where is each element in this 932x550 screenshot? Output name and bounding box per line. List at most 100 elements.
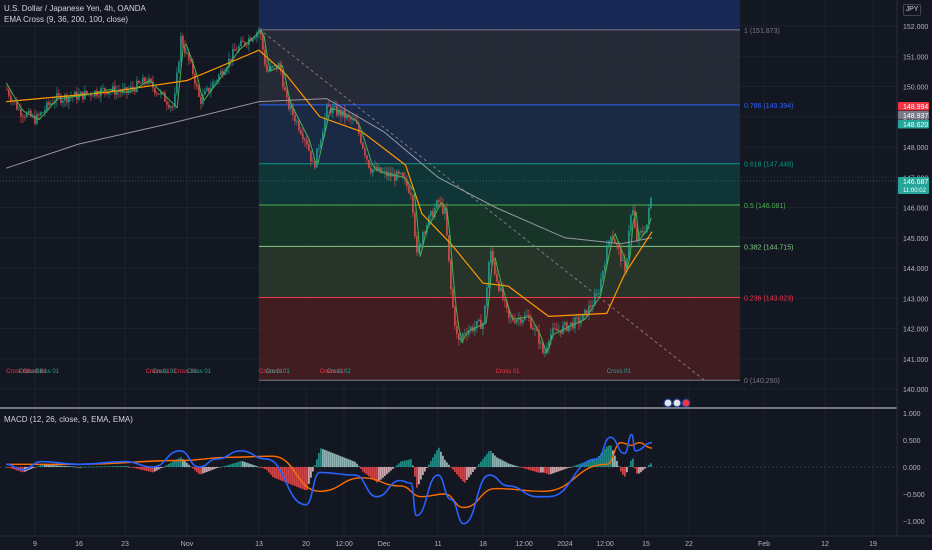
candle-body — [328, 105, 330, 107]
candle-body — [104, 87, 106, 92]
candle-body — [30, 110, 32, 117]
candle-body — [586, 309, 588, 316]
macd-histogram-bar — [502, 460, 504, 467]
macd-histogram-bar — [458, 467, 460, 477]
macd-histogram-bar — [376, 467, 378, 483]
candle-body — [594, 294, 596, 305]
ema-indicator-label[interactable]: EMA Cross (9, 36, 200, 100, close) — [4, 15, 129, 24]
candle-body — [560, 330, 562, 334]
candle-body — [10, 95, 12, 101]
macd-histogram-bar — [244, 461, 246, 467]
candle-body — [144, 77, 146, 83]
price-tag-value: 146.687 — [903, 179, 928, 186]
candle-body — [450, 260, 452, 290]
macd-histogram-bar — [564, 467, 566, 470]
candle-body — [442, 202, 444, 214]
event-markers[interactable] — [663, 398, 691, 408]
candle-body — [160, 92, 162, 95]
macd-histogram-bar — [184, 461, 186, 467]
fibonacci-retracement[interactable]: 1 (151.873) 0.786 (149.394) 0.618 (147.448… — [259, 0, 793, 385]
macd-histogram-bar — [424, 467, 426, 472]
macd-histogram-bar — [166, 464, 168, 467]
macd-histogram-bar — [396, 465, 398, 467]
candle-body — [444, 208, 446, 214]
fib-zone — [259, 205, 740, 247]
candle-body — [420, 243, 422, 247]
macd-histogram-bar — [544, 467, 546, 473]
event-flag-icon[interactable] — [663, 398, 673, 408]
macd-histogram-bar — [110, 466, 112, 467]
candle-body — [354, 118, 356, 121]
macd-histogram-bar — [466, 467, 468, 480]
macd-histogram-bar — [288, 467, 290, 484]
macd-histogram-bar — [392, 467, 394, 469]
macd-histogram-bar — [246, 462, 248, 467]
macd-histogram-bar — [422, 467, 424, 476]
macd-histogram-bar — [270, 467, 272, 475]
candle-body — [168, 104, 170, 108]
macd-histogram-bar — [450, 467, 452, 468]
candle-body — [550, 334, 552, 342]
candle-body — [270, 66, 272, 71]
candle-body — [566, 322, 568, 331]
event-flag-icon[interactable] — [672, 398, 682, 408]
macd-histogram-bar — [38, 465, 40, 467]
macd-histogram-bar — [514, 465, 516, 467]
price-tags: 148.994 148.937 148.620 146.687 11:00:02 — [0, 102, 929, 194]
x-tick-label: 12 — [821, 541, 829, 548]
macd-histogram-bar — [274, 467, 276, 479]
macd-histogram-bar — [430, 460, 432, 467]
macd-histogram-bar — [150, 467, 152, 472]
macd-histogram-bar — [456, 467, 458, 475]
macd-histogram-bar — [156, 467, 158, 471]
candle-body — [618, 244, 620, 249]
candle-body — [240, 40, 242, 46]
candle-body — [598, 292, 600, 294]
trendline[interactable] — [258, 28, 705, 381]
event-flag-icon[interactable] — [681, 398, 691, 408]
currency-button[interactable]: JPY — [903, 4, 921, 16]
candle-body — [362, 143, 364, 149]
x-tick-label: 20 — [302, 541, 310, 548]
candle-body — [298, 120, 300, 131]
cross-label: Cross 01 — [146, 369, 171, 375]
macd-histogram-bar — [212, 467, 214, 470]
candle-body — [218, 74, 220, 81]
candle-body — [410, 192, 412, 196]
candle-body — [164, 92, 166, 102]
macd-histogram-bar — [224, 465, 226, 467]
symbol-title[interactable]: U.S. Dollar / Japanese Yen, 4h, OANDA — [4, 4, 146, 13]
macd-indicator-label[interactable]: MACD (12, 26, close, 9, EMA, EMA) — [4, 415, 133, 424]
candle-body — [522, 319, 524, 323]
candle-body — [238, 45, 240, 52]
macd-histogram-bar — [70, 466, 72, 467]
candle-body — [326, 105, 328, 118]
candle-body — [268, 70, 270, 72]
candle-body — [314, 161, 316, 168]
macd-histogram-bar — [66, 466, 68, 467]
y-tick-label: 151.000 — [903, 54, 928, 61]
macd-histogram-bar — [258, 466, 260, 468]
macd-histogram-bar — [562, 467, 564, 470]
macd-histogram-bar — [368, 467, 370, 477]
candle-body — [188, 52, 190, 61]
macd-histogram-bar — [428, 464, 430, 467]
macd-histogram-bar — [598, 455, 600, 467]
macd-histogram-bar — [292, 467, 294, 486]
macd-histogram-bar — [140, 467, 142, 470]
candle-body — [172, 106, 174, 108]
macd-histogram-bar — [532, 467, 534, 472]
macd-histogram-bar — [132, 467, 134, 468]
x-tick-label: 18 — [479, 541, 487, 548]
candle-body — [24, 116, 26, 118]
candle-body — [28, 110, 30, 114]
candle-body — [558, 330, 560, 332]
candle-body — [62, 100, 64, 103]
macd-histogram-bar — [82, 466, 84, 468]
macd-histogram-bar — [74, 466, 76, 468]
candle-body — [194, 73, 196, 84]
macd-histogram-bar — [550, 467, 552, 475]
candle-body — [152, 81, 154, 88]
candle-body — [122, 89, 124, 93]
macd-histogram-bar — [268, 467, 270, 473]
